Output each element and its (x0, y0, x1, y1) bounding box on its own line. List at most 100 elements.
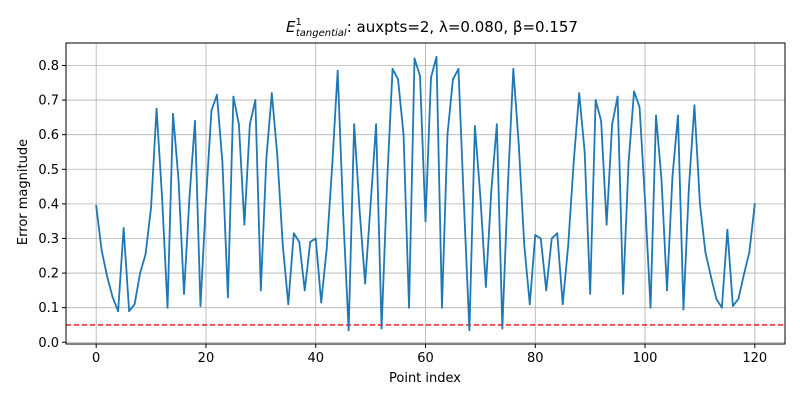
x-tick-label: 120 (742, 351, 767, 366)
title-subscript: tangential (296, 28, 347, 39)
data-point (682, 308, 685, 311)
data-point (303, 289, 306, 292)
data-point (325, 247, 328, 250)
data-point (402, 133, 405, 136)
y-tick-label: 0.3 (38, 232, 59, 247)
data-point (517, 144, 520, 146)
data-point (556, 232, 559, 235)
y-tick-label: 0.8 (38, 59, 59, 74)
grid (66, 43, 785, 344)
data-point (638, 106, 641, 108)
x-tick-label: 40 (307, 351, 324, 366)
data-point (199, 305, 202, 307)
series-layer (95, 55, 756, 332)
y-tick-label: 0.6 (38, 128, 59, 143)
series-points (95, 55, 756, 332)
chart-title: E1 tangential: auxpts=2, λ=0.080, β=0.157 (286, 17, 578, 39)
data-point (545, 289, 548, 292)
data-point (490, 189, 493, 191)
data-point (484, 286, 487, 288)
data-point (276, 154, 279, 157)
data-point (139, 272, 141, 274)
y-tick-label: 0.0 (38, 336, 59, 351)
data-point (753, 202, 756, 205)
data-point (320, 301, 323, 304)
data-point (221, 161, 224, 164)
data-point (210, 109, 213, 112)
title-superscript: 1 (295, 17, 301, 28)
data-point (452, 78, 454, 81)
data-point (430, 76, 432, 79)
data-point (627, 161, 630, 164)
data-point (248, 123, 251, 126)
data-point (205, 199, 207, 202)
data-point (177, 178, 180, 181)
data-point (479, 196, 482, 198)
data-point (172, 113, 174, 115)
data-point (534, 234, 537, 236)
y-tick-label: 0.2 (38, 267, 59, 282)
data-point (166, 306, 169, 309)
data-point (649, 306, 652, 309)
data-point (677, 114, 679, 117)
data-point (539, 237, 542, 240)
data-point (386, 182, 388, 185)
data-point (589, 292, 592, 295)
data-point (397, 78, 399, 81)
data-point (336, 69, 339, 72)
x-axis-ticks: 0 20 40 60 80 100 120 (92, 344, 767, 366)
data-point (375, 123, 378, 126)
data-point (463, 202, 465, 205)
data-point (468, 329, 471, 332)
data-point (364, 282, 367, 285)
data-point (298, 241, 301, 243)
data-point (194, 119, 196, 122)
data-point (419, 74, 421, 77)
data-point (435, 55, 438, 58)
data-point (95, 204, 98, 207)
data-point (254, 99, 257, 101)
x-tick-label: 20 (198, 351, 215, 366)
data-point (644, 199, 646, 202)
data-point (331, 164, 334, 167)
data-point (567, 244, 570, 247)
data-point (183, 292, 185, 295)
data-point (309, 241, 312, 243)
data-point (413, 57, 416, 60)
data-point (457, 68, 460, 70)
y-axis-ticks: 0.0 0.1 0.2 0.3 0.4 0.5 0.6 0.7 0.8 (38, 59, 66, 351)
y-tick-label: 0.4 (38, 197, 59, 212)
y-axis-label: Error magnitude (16, 139, 31, 245)
data-point (232, 95, 235, 98)
data-point (748, 251, 751, 254)
data-point (710, 275, 712, 278)
data-point (550, 237, 553, 240)
data-point (424, 220, 427, 223)
y-tick-label: 0.5 (38, 163, 59, 178)
data-point (446, 133, 449, 136)
data-point (117, 310, 120, 313)
data-point (501, 327, 504, 330)
data-point (358, 209, 361, 212)
data-point (611, 123, 614, 126)
data-point (100, 249, 103, 252)
data-point (616, 95, 619, 98)
data-point (633, 90, 635, 93)
data-point (666, 289, 668, 292)
data-point (227, 296, 229, 299)
data-point (622, 292, 624, 295)
data-point (155, 107, 158, 110)
data-point (506, 185, 509, 188)
data-point (578, 92, 581, 95)
data-point (704, 251, 707, 254)
data-point (106, 275, 109, 278)
data-point (671, 175, 674, 178)
data-point (688, 185, 690, 188)
data-point (188, 196, 191, 198)
data-point (259, 289, 262, 292)
data-point (122, 227, 125, 229)
data-point (216, 93, 218, 96)
x-tick-label: 0 (92, 351, 100, 366)
data-point (270, 92, 273, 95)
